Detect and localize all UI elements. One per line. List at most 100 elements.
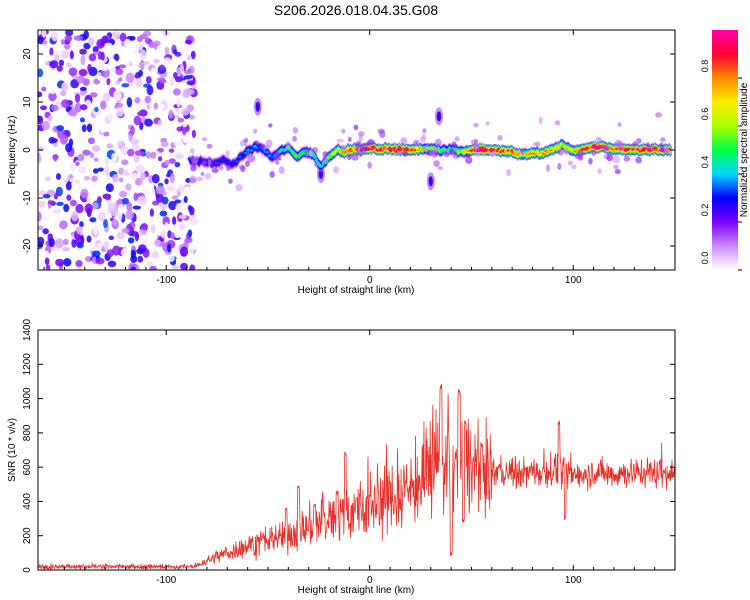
ridge-side-speckle	[207, 158, 212, 166]
ridge-side-speckle	[538, 116, 543, 125]
spectrogram-y-ticks: -20 -10 0 10 20	[22, 48, 675, 253]
ridge-side-speckle	[451, 141, 457, 149]
noise-speckle	[47, 200, 56, 205]
ridge-side-speckle	[260, 143, 265, 152]
ridge-side-speckle	[367, 139, 375, 146]
ridge-side-speckle	[200, 171, 205, 176]
noise-speckle	[122, 197, 129, 205]
noise-speckle	[108, 235, 115, 241]
noise-speckle	[85, 256, 93, 263]
noise-speckle	[56, 201, 64, 207]
ridge-side-speckle	[211, 168, 219, 174]
noise-region	[38, 30, 199, 270]
ridge-cell	[622, 147, 626, 150]
noise-speckle	[127, 237, 135, 244]
noise-speckle	[185, 185, 190, 194]
noise-speckle	[187, 204, 193, 212]
ridge-side-speckle	[557, 148, 564, 156]
noise-speckle	[80, 188, 89, 199]
ridge-side-speckle	[464, 153, 471, 158]
noise-speckle	[69, 178, 76, 183]
noise-speckle	[153, 42, 158, 50]
noise-speckle	[60, 90, 67, 97]
noise-speckle	[58, 59, 65, 67]
noise-speckle	[65, 30, 74, 37]
snr-y-tick-label: 1200	[22, 353, 33, 376]
noise-speckle	[83, 222, 90, 228]
ridge-side-speckle	[274, 151, 280, 158]
noise-speckle	[106, 249, 114, 258]
ridge-side-speckle	[659, 142, 664, 150]
ridge-side-speckle	[268, 123, 273, 128]
noise-speckle	[133, 115, 142, 126]
noise-speckle	[184, 237, 190, 245]
noise-speckle	[113, 89, 122, 101]
ridge-side-speckle	[333, 166, 340, 174]
ridge-side-speckle	[201, 137, 208, 142]
noise-speckle	[52, 209, 62, 214]
noise-speckle	[65, 181, 72, 191]
noise-speckle	[73, 35, 83, 41]
noise-speckle	[53, 220, 60, 229]
noise-speckle	[41, 139, 46, 145]
ridge-cell	[251, 147, 255, 151]
ridge-side-speckle	[442, 149, 450, 158]
noise-speckle	[124, 38, 132, 49]
noise-speckle	[49, 47, 54, 56]
ridge-cell	[640, 149, 645, 152]
colorbar: 0.0 0.2 0.4 0.6 0.8 Normalized spectral ampl…	[700, 30, 750, 271]
ridge-cell	[480, 147, 485, 150]
noise-speckle	[139, 33, 147, 40]
noise-speckle	[186, 80, 195, 86]
noise-speckle	[94, 106, 99, 113]
ridge-side-speckle	[617, 122, 622, 127]
ridge-cell	[523, 151, 527, 155]
noise-speckle	[121, 227, 130, 233]
noise-speckle	[38, 211, 42, 222]
ridge-side-speckle	[421, 133, 426, 140]
ridge-side-speckle	[636, 137, 642, 144]
noise-speckle	[38, 68, 44, 78]
noise-speckle	[68, 67, 78, 77]
spectrogram-x-tick-label: 100	[565, 275, 582, 286]
noise-speckle	[164, 221, 169, 231]
ridge-cell	[345, 149, 349, 152]
noise-speckle	[146, 183, 155, 192]
noise-speckle	[103, 131, 110, 137]
noise-speckle	[118, 177, 124, 183]
noise-speckle	[188, 114, 196, 120]
noise-speckle	[89, 217, 97, 223]
noise-speckle	[159, 210, 168, 217]
noise-speckle	[87, 137, 96, 145]
ridge-side-speckle	[396, 151, 404, 157]
noise-speckle	[55, 238, 64, 249]
snr-y-label: SNR (10 * v/v)	[7, 418, 18, 482]
noise-speckle	[105, 175, 111, 181]
ridge-cell	[413, 148, 417, 152]
ridge-side-speckle	[204, 172, 212, 180]
noise-speckle	[78, 68, 88, 77]
ridge-side-speckle	[614, 169, 621, 175]
ridge-side-speckle	[254, 140, 259, 145]
noise-speckle	[93, 225, 99, 236]
ridge-cell	[270, 156, 275, 159]
noise-speckle	[79, 117, 85, 123]
noise-speckle	[161, 196, 169, 205]
noise-speckle	[38, 36, 44, 45]
noise-speckle	[168, 148, 175, 153]
noise-speckle	[38, 262, 42, 269]
ridge-cell	[367, 147, 371, 150]
noise-speckle	[45, 264, 51, 270]
noise-speckle	[77, 166, 87, 174]
snr-y-tick-label: 1000	[22, 387, 33, 410]
noise-speckle	[183, 75, 193, 80]
noise-speckle	[64, 35, 73, 42]
colorbar-tick-label: 0.8	[700, 60, 710, 73]
noise-speckle	[174, 199, 182, 204]
noise-speckle	[44, 61, 50, 66]
noise-speckle	[140, 172, 147, 181]
noise-speckle	[66, 194, 72, 201]
noise-speckle	[178, 223, 186, 231]
